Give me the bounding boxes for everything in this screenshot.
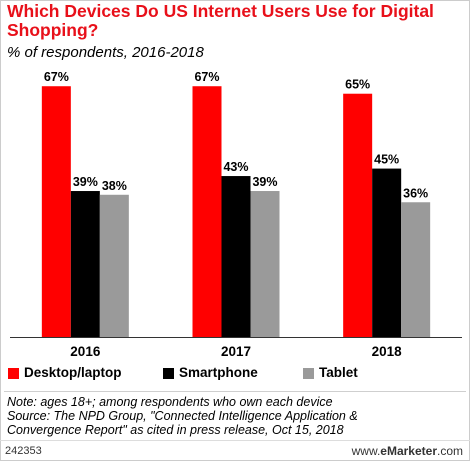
data-label: 67%: [44, 70, 69, 84]
legend-swatch-desktop: [8, 367, 19, 379]
data-label: 39%: [252, 175, 277, 189]
legend-item-tablet: Tablet: [303, 365, 358, 381]
legend-label-smartphone: Smartphone: [179, 365, 258, 380]
footer: 242353 www.eMarketer.com: [0, 440, 470, 462]
note-line: Note: ages 18+; among respondents who ow…: [7, 395, 333, 409]
x-tick-label: 2018: [372, 344, 403, 359]
legend-item-smartphone: Smartphone: [163, 365, 258, 381]
note-text: Note: ages 18+; among respondents who ow…: [7, 395, 462, 437]
bar-tablet-2018: [401, 202, 431, 337]
bar-tablet-2017: [250, 191, 280, 337]
source-line: Convergence Report" as cited in press re…: [7, 423, 344, 437]
x-tick-label: 2017: [221, 344, 251, 359]
brand-suffix: .com: [436, 444, 463, 458]
bar-smartphone-2016: [70, 191, 100, 337]
legend: Desktop/laptop Smartphone Tablet: [8, 365, 468, 383]
chart-subtitle: % of respondents, 2016-2018: [7, 44, 204, 61]
bar-desktop-laptop-2017: [192, 86, 222, 337]
bar-desktop-laptop-2016: [41, 86, 71, 337]
brand-link[interactable]: www.eMarketer.com: [352, 444, 463, 458]
divider: [4, 391, 466, 392]
legend-label-tablet: Tablet: [319, 365, 358, 380]
data-label: 36%: [403, 186, 428, 200]
brand-name: eMarketer: [380, 444, 437, 458]
bar-desktop-laptop-2018: [343, 93, 373, 337]
data-label: 67%: [194, 70, 219, 84]
chart-id: 242353: [5, 445, 42, 457]
legend-swatch-tablet: [303, 367, 314, 379]
x-tick-label: 2016: [70, 344, 101, 359]
legend-swatch-smartphone: [163, 367, 174, 379]
data-label: 43%: [223, 160, 248, 174]
brand-prefix: www.: [351, 444, 381, 458]
bar-tablet-2016: [99, 194, 129, 337]
data-label: 39%: [73, 175, 98, 189]
chart-title: Which Devices Do US Internet Users Use f…: [7, 1, 434, 40]
bar-smartphone-2018: [372, 168, 402, 337]
bar-smartphone-2017: [221, 176, 251, 337]
legend-item-desktop: Desktop/laptop: [8, 365, 122, 381]
source-line: Source: The NPD Group, "Connected Intell…: [7, 409, 358, 423]
data-label: 38%: [102, 179, 127, 193]
legend-label-desktop: Desktop/laptop: [24, 365, 122, 380]
data-label: 45%: [374, 153, 399, 167]
data-label: 65%: [345, 78, 370, 92]
